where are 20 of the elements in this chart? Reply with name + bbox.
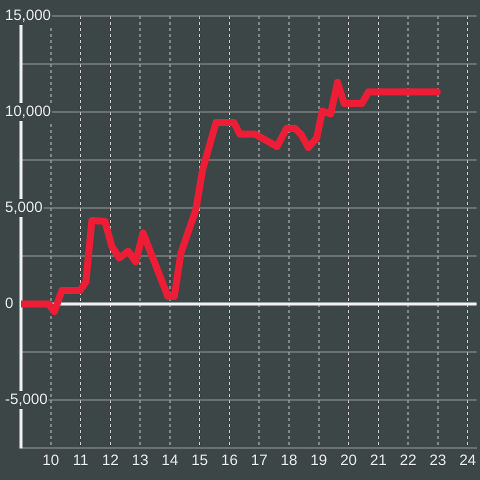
y-tick-label: -5,000: [5, 391, 48, 408]
x-tick-label: 15: [191, 452, 208, 470]
x-tick-label: 22: [400, 452, 416, 470]
x-tick-label: 17: [250, 452, 268, 470]
y-tick-label: 10,000: [5, 103, 51, 120]
x-tick-label: 24: [459, 452, 476, 470]
x-tick-label: 23: [430, 452, 446, 470]
x-tick-label: 20: [340, 452, 357, 470]
y-tick-label: 0: [5, 295, 14, 312]
x-tick-label: 13: [132, 452, 148, 470]
x-tick-label: 10: [42, 452, 60, 470]
x-tick-label: 14: [162, 452, 178, 470]
x-tick-label: 16: [221, 452, 238, 470]
x-tick-label: 12: [102, 452, 119, 470]
y-tick-label: 5,000: [5, 199, 43, 216]
x-tick-label: 19: [310, 452, 328, 470]
x-tick-label: 11: [72, 452, 88, 470]
x-tick-label: 21: [370, 452, 387, 470]
x-tick-label: 18: [280, 452, 298, 470]
y-tick-label: 15,000: [5, 7, 51, 24]
